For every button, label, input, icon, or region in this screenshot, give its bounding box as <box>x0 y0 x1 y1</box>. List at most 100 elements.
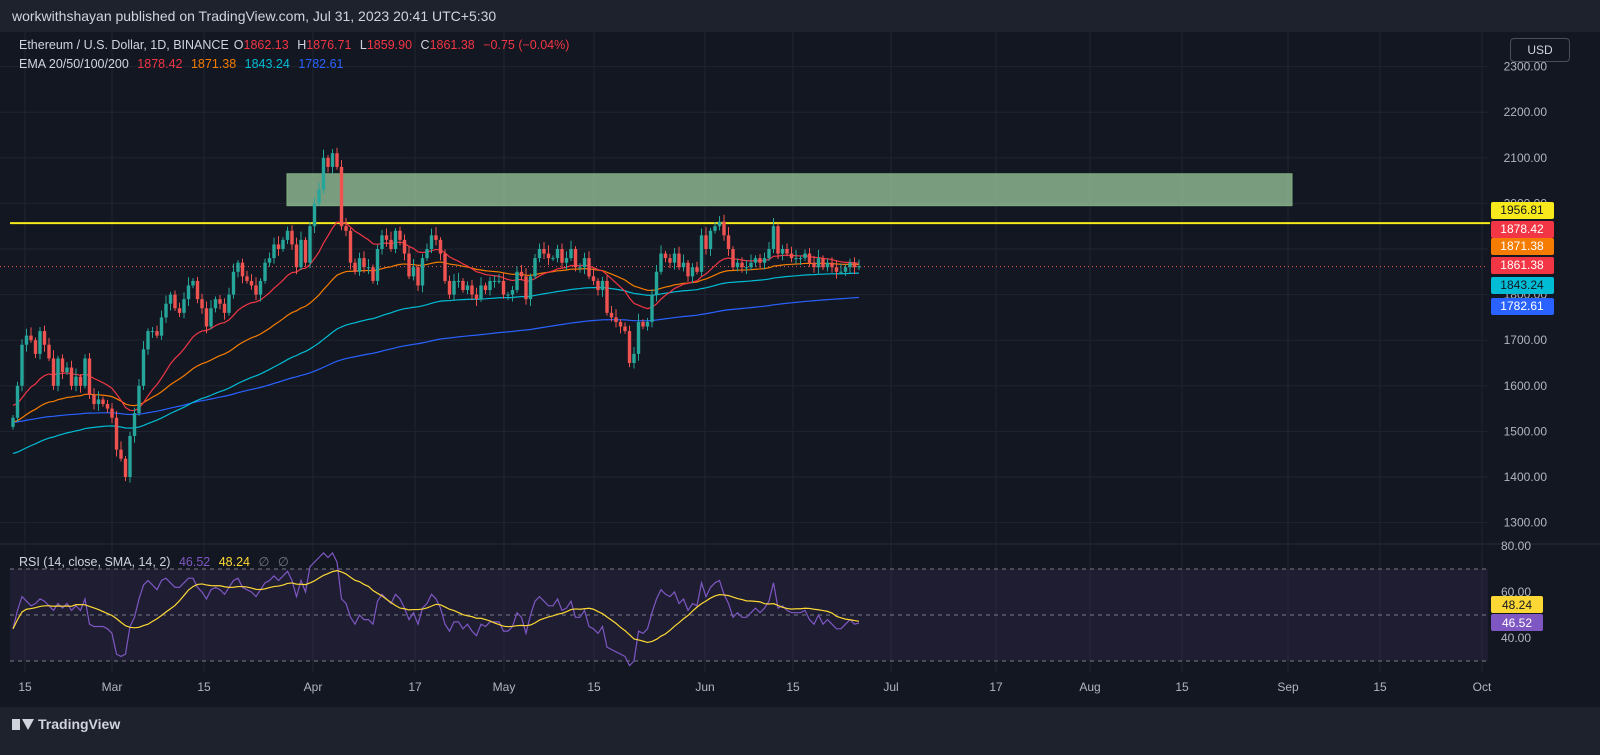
publisher-text: workwithshayan published on TradingView.… <box>12 8 497 24</box>
candle-body <box>357 258 362 272</box>
candle-body <box>627 331 632 363</box>
y-tick-label: 1400.00 <box>1504 470 1548 484</box>
candle-body <box>456 280 461 282</box>
candle-body <box>285 230 290 240</box>
candle-body <box>560 249 564 263</box>
candle-body <box>731 249 735 268</box>
candle-body <box>402 239 407 254</box>
chart-canvas[interactable]: 15 Mar 15 Apr 17 May 15 Jun 15 Jul 17 Aug 15 Sep 15 Oct… <box>0 32 1600 755</box>
x-tick-label: 15 <box>587 680 601 694</box>
candle-body <box>614 317 618 322</box>
chart-panel[interactable]: 15 Mar 15 Apr 17 May 15 Jun 15 Jul 17 Aug 15 Sep 15 Oct… <box>0 32 1600 755</box>
candle-body <box>465 285 470 291</box>
candle-body <box>24 335 29 345</box>
candle-body <box>542 249 546 254</box>
candle-body <box>551 258 555 260</box>
candle-body <box>510 290 515 295</box>
tradingview-logo[interactable]: TradingView <box>12 716 120 732</box>
candle-body <box>200 299 204 309</box>
ema20-line <box>12 221 860 412</box>
candle-body <box>591 276 596 281</box>
candle-body <box>173 294 177 309</box>
rsi-na-2: ∅ <box>277 555 289 569</box>
ema20-value: 1878.42 <box>137 57 183 71</box>
candle-body <box>344 226 348 231</box>
candle-body <box>488 280 492 291</box>
price-axis-badge-label: 1878.42 <box>1500 222 1544 236</box>
rsi-title[interactable]: RSI (14, close, SMA, 14, 2) <box>19 555 171 569</box>
x-tick-label: 15 <box>1175 680 1189 694</box>
candle-body <box>848 262 852 268</box>
candle-body <box>398 230 402 240</box>
candle-body <box>546 253 551 259</box>
y-tick-label: 1500.00 <box>1504 424 1548 438</box>
rsi-legend: RSI (14, close, SMA, 14, 2) 46.52 48.24 … <box>19 554 294 569</box>
ohlc-low-label: L <box>359 38 367 52</box>
candle-body <box>78 376 83 386</box>
candle-body <box>33 340 38 354</box>
candle-body <box>776 226 780 254</box>
price-axis-badge <box>1491 221 1554 238</box>
candle-body <box>668 258 672 263</box>
rsi-sma-line <box>12 570 860 644</box>
x-tick-label: 15 <box>18 680 32 694</box>
rsi-badge <box>1491 614 1543 631</box>
candle-body <box>618 321 623 327</box>
candle-body <box>218 299 222 304</box>
candle-body <box>740 262 744 268</box>
candle-body <box>119 449 123 459</box>
candle-body <box>114 417 119 450</box>
candle-body <box>146 331 150 350</box>
x-tick-label: Aug <box>1079 680 1100 694</box>
candle-body <box>164 303 168 318</box>
candle-body <box>303 239 308 263</box>
candle-body <box>659 253 663 272</box>
candle-body <box>195 280 200 300</box>
candle-body <box>803 253 807 259</box>
y-tick-label: 2300.00 <box>1504 60 1548 74</box>
candle-body <box>407 253 411 277</box>
candle-body <box>389 239 393 249</box>
price-axis-badge <box>1491 277 1554 294</box>
candle-body <box>411 267 416 277</box>
candle-body <box>641 321 645 327</box>
currency-button[interactable]: USD <box>1510 38 1570 62</box>
candle-body <box>600 280 605 291</box>
candle-body <box>623 326 627 332</box>
candle-body <box>533 258 537 277</box>
candle-body <box>708 230 713 249</box>
candle-body <box>596 280 600 291</box>
candle-body <box>425 249 429 259</box>
candle-body <box>137 385 141 414</box>
candle-body <box>636 321 641 354</box>
x-tick-label: Sep <box>1277 680 1299 694</box>
candle-body <box>789 253 794 259</box>
symbol-title[interactable]: Ethereum / U.S. Dollar, 1D, BINANCE <box>19 38 229 52</box>
candle-body <box>168 294 173 304</box>
ema-title[interactable]: EMA 20/50/100/200 <box>19 57 129 71</box>
price-axis-badge-label: 1843.24 <box>1500 278 1544 292</box>
candle-body <box>857 266 861 268</box>
candle-body <box>686 262 690 277</box>
candle-body <box>816 258 821 268</box>
candle-body <box>38 331 42 354</box>
candle-body <box>528 276 533 300</box>
candle-body <box>384 235 389 240</box>
tradingview-logo-icon <box>12 719 34 730</box>
candle-body <box>281 239 285 249</box>
candle-body <box>699 235 704 272</box>
candle-body <box>812 262 816 268</box>
ema50-line <box>12 261 860 423</box>
candle-body <box>771 226 776 249</box>
x-tick-label: Oct <box>1473 680 1492 694</box>
ema50-value: 1871.38 <box>190 57 237 71</box>
price-axis-badge-label: 1861.38 <box>1500 258 1544 272</box>
candle-body <box>321 157 326 190</box>
rsi-tick-label: 60.00 <box>1501 585 1531 599</box>
candle-body <box>258 280 263 295</box>
candle-body <box>123 458 128 477</box>
price-axis-badge <box>1491 238 1554 255</box>
candle-body <box>834 267 839 272</box>
candle-body <box>92 394 96 405</box>
candle-body <box>762 258 767 263</box>
